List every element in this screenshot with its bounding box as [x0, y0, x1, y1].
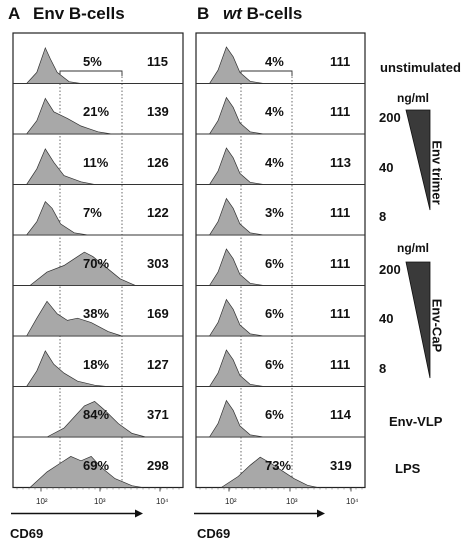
panel-a-tick-1: 10² — [36, 497, 48, 506]
unstimulated-label: unstimulated — [380, 60, 461, 75]
histogram — [208, 197, 264, 236]
percent-positive-label: 3% — [265, 205, 284, 220]
gate-bracket — [240, 70, 293, 76]
mfi-value-label: 111 — [330, 53, 351, 69]
cap-dose-8: 8 — [379, 361, 387, 376]
mfi-value-label: 127 — [147, 356, 169, 372]
panel-b-x-label: CD69 — [197, 526, 231, 541]
histogram — [208, 349, 264, 387]
panel-b-tick-3: 10⁴ — [346, 497, 359, 506]
mfi-value-label: 169 — [147, 306, 169, 321]
panel-b-tick-1: 10² — [225, 497, 237, 506]
panel-b-title-rest: B-cells — [241, 4, 303, 23]
cd69-arrow-head — [317, 509, 325, 518]
mfi-value-label: 126 — [147, 154, 169, 170]
histogram — [208, 147, 264, 185]
histogram — [29, 455, 143, 488]
mfi-value-label: 303 — [147, 255, 169, 271]
cap-label: Env-CaP — [429, 298, 445, 353]
mfi-value-label: 111 — [330, 306, 351, 321]
gate-bracket — [59, 70, 123, 76]
panel-a-tick-2: 10³ — [94, 497, 106, 506]
panel-b-title: wt B-cells — [223, 4, 302, 24]
trimer-unit: ng/ml — [397, 91, 429, 105]
percent-positive-label: 4% — [265, 104, 284, 119]
percent-positive-label: 6% — [265, 407, 284, 422]
histogram — [208, 46, 264, 84]
histogram — [208, 248, 264, 286]
lps-label: LPS — [395, 461, 421, 476]
panel-a-tick-3: 10⁴ — [156, 497, 169, 506]
vlp-label: Env-VLP — [389, 414, 443, 429]
histogram — [25, 46, 82, 84]
mfi-value-label: 122 — [147, 205, 169, 220]
mfi-value-label: 371 — [147, 407, 169, 422]
trimer-dose-8: 8 — [379, 209, 387, 224]
percent-positive-label: 70% — [83, 255, 110, 271]
mfi-value-label: 114 — [330, 407, 351, 422]
trimer-dose-200: 200 — [379, 110, 401, 125]
cap-unit: ng/ml — [397, 241, 429, 255]
percent-positive-label: 38% — [83, 306, 110, 321]
panel-b-letter: B — [197, 4, 210, 23]
percent-positive-label: 18% — [83, 356, 110, 372]
percent-positive-label: 84% — [83, 407, 110, 422]
mfi-value-label: 111 — [330, 104, 351, 119]
percent-positive-label: 73% — [265, 457, 292, 473]
histogram — [25, 97, 112, 135]
trimer-label: Env trimer — [429, 140, 445, 205]
percent-positive-label: 7% — [83, 205, 102, 220]
percent-positive-label: 4% — [265, 53, 284, 69]
percent-positive-label: 5% — [83, 53, 102, 69]
histogram — [25, 350, 107, 387]
mfi-value-label: 113 — [330, 154, 351, 170]
histogram — [25, 148, 95, 185]
cap-dose-triangle — [405, 261, 431, 379]
mfi-value-label: 319 — [330, 457, 352, 473]
cd69-arrow-head — [135, 509, 143, 518]
panel-a-title: Env B-cells — [33, 4, 125, 23]
percent-positive-label: 6% — [265, 255, 284, 271]
panel-a-letter: A — [8, 4, 21, 23]
mfi-value-label: 111 — [330, 205, 351, 220]
panel-b-title-italic: wt — [223, 4, 242, 23]
panel-b-tick-2: 10³ — [286, 497, 298, 506]
histogram — [25, 200, 88, 236]
percent-positive-label: 4% — [265, 154, 284, 170]
trimer-dose-triangle — [405, 109, 431, 211]
cap-dose-40: 40 — [379, 311, 394, 326]
percent-positive-label: 69% — [83, 457, 110, 473]
mfi-value-label: 111 — [330, 356, 351, 372]
mfi-value-label: 115 — [147, 53, 168, 69]
mfi-value-label: 298 — [147, 457, 169, 473]
histogram — [220, 456, 318, 488]
mfi-value-label: 111 — [330, 255, 351, 271]
percent-positive-label: 21% — [83, 104, 110, 119]
percent-positive-label: 6% — [265, 306, 284, 321]
histogram — [208, 96, 264, 135]
histogram — [46, 400, 146, 438]
panel-a-x-label: CD69 — [10, 526, 44, 541]
mfi-value-label: 139 — [147, 104, 169, 119]
histogram — [208, 298, 264, 337]
trimer-dose-40: 40 — [379, 160, 394, 175]
histogram — [28, 251, 136, 286]
histogram — [208, 399, 264, 438]
percent-positive-label: 11% — [83, 154, 109, 170]
cap-dose-200: 200 — [379, 262, 401, 277]
histogram — [25, 300, 122, 337]
percent-positive-label: 6% — [265, 356, 284, 372]
